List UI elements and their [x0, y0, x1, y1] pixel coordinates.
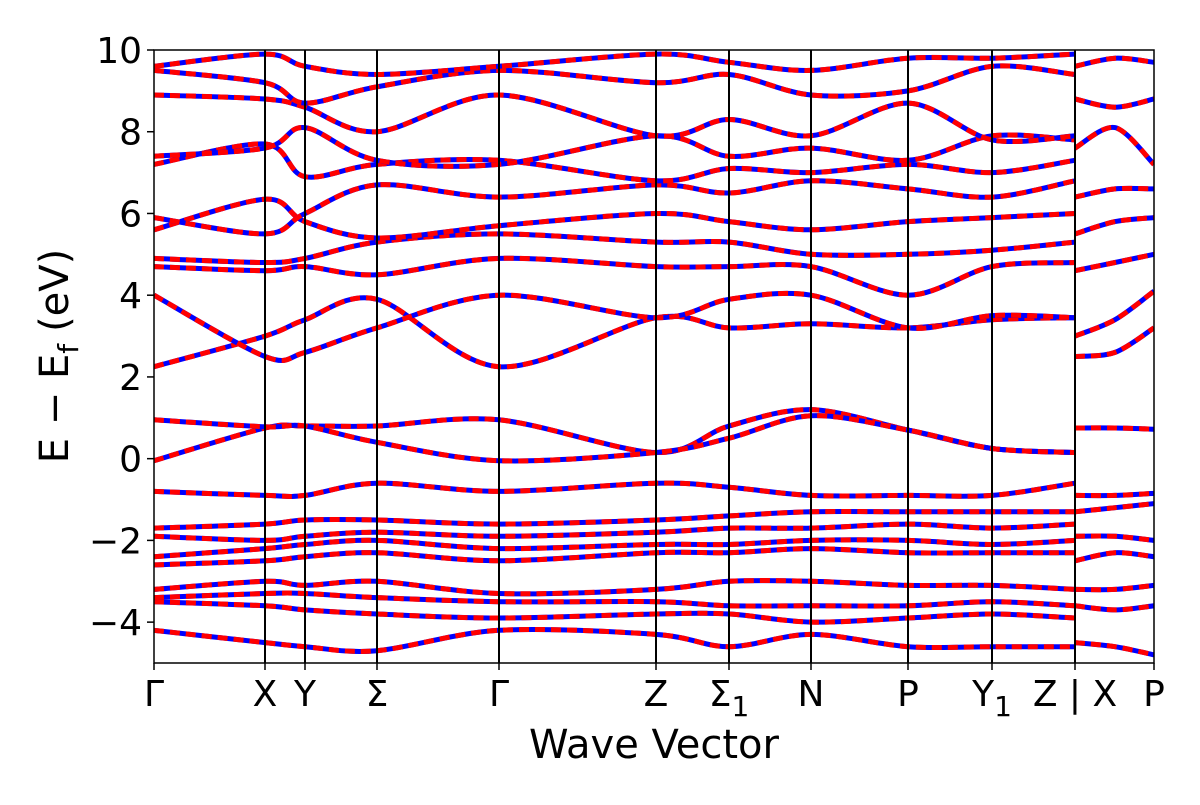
band-wannier-11 [154, 295, 1076, 370]
band-wannier-6 [154, 521, 1076, 543]
band-dft-4 [154, 546, 1075, 568]
band-dft-2 [154, 590, 1076, 609]
y-tick-label-1: −2 [89, 521, 142, 562]
band-dft-1 [154, 599, 1076, 625]
band-wannier-34 [1074, 185, 1154, 200]
band-wannier-13 [154, 255, 1076, 298]
band-dft-5 [154, 537, 1076, 560]
band-wannier-16 [154, 178, 1076, 237]
band-wannier-19 [154, 92, 1076, 145]
x-tick-label-11: P [1143, 674, 1165, 715]
band-wannier-29 [1074, 425, 1154, 432]
band-dft-12 [154, 290, 1076, 363]
y-tick-label-5: 6 [119, 194, 142, 235]
band-wannier-35 [1073, 125, 1154, 167]
band-wannier-20 [154, 63, 1076, 106]
x-tick-subscript-9: 1 [994, 690, 1012, 723]
band-dft-35 [1073, 125, 1154, 167]
x-tick-label-5: Z [644, 674, 669, 715]
x-tick-label-8: P [897, 674, 919, 715]
band-wannier-7 [154, 508, 1075, 531]
y-tick-label-4: 4 [119, 276, 142, 317]
x-tick-label-6: Σ1 [709, 674, 750, 723]
plot-frame [153, 49, 1155, 664]
x-tick-label-4: Γ [489, 674, 509, 715]
band-wannier-36 [1074, 96, 1154, 110]
band-wannier-31 [1074, 289, 1154, 339]
band-dft-17 [154, 141, 1076, 184]
band-dft-18 [154, 125, 1076, 169]
band-wannier-24 [1074, 582, 1154, 593]
y-axis-label-main: E − E [32, 354, 78, 464]
band-wannier-27 [1074, 501, 1154, 515]
band-dft-14 [154, 231, 1076, 266]
band-dft-0 [154, 626, 1075, 654]
y-tick-label-3: 2 [119, 358, 142, 399]
band-dft-3 [154, 578, 1076, 597]
band-dft-31 [1074, 289, 1154, 339]
band-dft-15 [154, 196, 1076, 241]
x-tick-label-1: X [253, 674, 278, 715]
x-tick-label-2: Y [293, 674, 317, 715]
x-axis-label: Wave Vector [529, 722, 780, 768]
x-tick-label-10: Z | X [1033, 674, 1117, 715]
bands-layer [154, 51, 1154, 658]
x-tick-label-7: N [798, 674, 825, 715]
band-wannier-28 [1074, 490, 1154, 499]
band-dft-16 [154, 178, 1076, 237]
band-wannier-17 [154, 141, 1076, 184]
x-axis-ticks: Γ X Y Σ Γ Z Σ1 N P Y1 Z | X P [144, 663, 1165, 723]
band-dft-8 [154, 480, 1076, 499]
x-tick-subscript-6: 1 [731, 690, 749, 723]
band-wannier-32 [1074, 251, 1154, 274]
y-tick-label-7: 10 [96, 31, 142, 72]
band-dft-20 [154, 63, 1076, 106]
band-wannier-26 [1074, 533, 1154, 543]
band-dft-6 [154, 521, 1076, 543]
band-wannier-22 [1074, 640, 1154, 658]
band-wannier-18 [154, 125, 1076, 169]
band-wannier-33 [1074, 215, 1154, 237]
y-axis-label: E − Ef (eV) [32, 249, 85, 464]
band-wannier-25 [1074, 550, 1154, 564]
band-dft-19 [154, 92, 1076, 145]
band-wannier-10 [154, 413, 1076, 464]
x-tick-label-9: Y1 [971, 674, 1012, 723]
band-wannier-23 [1074, 603, 1154, 613]
x-tick-label-3: Σ [366, 674, 389, 715]
band-wannier-2 [154, 590, 1076, 609]
band-wannier-21 [154, 51, 1076, 78]
y-tick-label-2: 0 [119, 440, 142, 481]
y-tick-label-6: 8 [119, 113, 142, 154]
y-axis-label-unit: (eV) [32, 249, 78, 332]
kpath-lines [264, 50, 1076, 663]
x-tick-label-0: Γ [144, 674, 164, 715]
band-wannier-37 [1074, 55, 1154, 69]
y-tick-label-0: −4 [89, 603, 142, 644]
band-wannier-30 [1074, 325, 1154, 359]
y-axis-ticks: −4 −2 0 2 4 6 8 10 [89, 31, 154, 644]
y-axis-label-subscript: f [52, 343, 85, 354]
